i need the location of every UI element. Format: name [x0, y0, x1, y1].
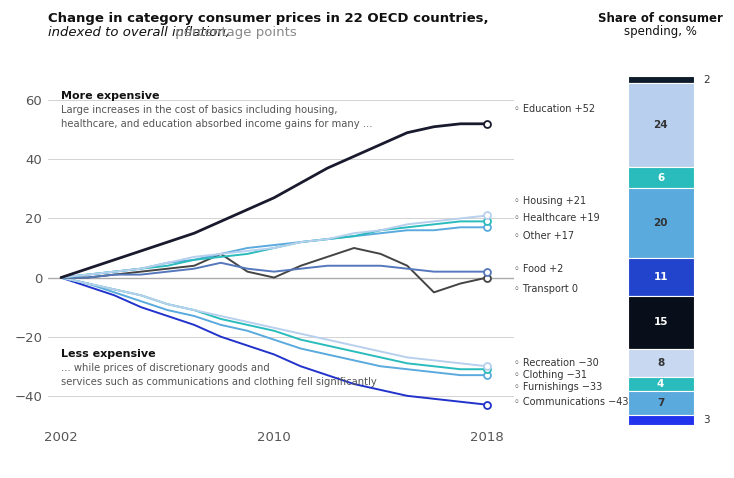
Text: ◦ Furnishings −33: ◦ Furnishings −33 [514, 382, 602, 392]
Text: Less expensive: Less expensive [61, 348, 156, 358]
Text: ◦ Housing +21: ◦ Housing +21 [514, 196, 586, 206]
FancyBboxPatch shape [628, 258, 694, 296]
Text: indexed to overall inflation,: indexed to overall inflation, [48, 26, 230, 39]
FancyBboxPatch shape [628, 76, 694, 84]
Text: 2: 2 [703, 75, 711, 85]
Text: ◦ Recreation −30: ◦ Recreation −30 [514, 358, 598, 369]
FancyBboxPatch shape [628, 391, 694, 415]
Text: 3: 3 [703, 415, 711, 425]
Text: 20: 20 [653, 218, 668, 228]
Text: ◦ Communications −43: ◦ Communications −43 [514, 397, 628, 407]
FancyBboxPatch shape [628, 296, 694, 348]
Text: Large increases in the cost of basics including housing,
healthcare, and educati: Large increases in the cost of basics in… [61, 105, 373, 129]
Text: Change in category consumer prices in 22 OECD countries,: Change in category consumer prices in 22… [48, 12, 488, 25]
Text: 15: 15 [653, 317, 668, 327]
Text: 8: 8 [657, 358, 664, 368]
FancyBboxPatch shape [628, 377, 694, 391]
Text: ◦ Education +52: ◦ Education +52 [514, 104, 595, 114]
FancyBboxPatch shape [628, 84, 694, 167]
Text: ◦ Other +17: ◦ Other +17 [514, 231, 574, 241]
Text: percentage points: percentage points [171, 26, 297, 39]
Text: ... while prices of discretionary goods and
services such as communications and : ... while prices of discretionary goods … [61, 363, 377, 387]
FancyBboxPatch shape [628, 415, 694, 425]
Text: ◦ Healthcare +19: ◦ Healthcare +19 [514, 213, 600, 223]
Text: 7: 7 [657, 398, 664, 408]
FancyBboxPatch shape [628, 188, 694, 258]
Text: spending, %: spending, % [624, 25, 697, 38]
Text: More expensive: More expensive [61, 91, 159, 101]
FancyBboxPatch shape [628, 348, 694, 377]
FancyBboxPatch shape [628, 167, 694, 188]
Text: ◦ Transport 0: ◦ Transport 0 [514, 284, 578, 294]
Text: ◦ Food +2: ◦ Food +2 [514, 264, 563, 274]
Text: 4: 4 [657, 379, 664, 389]
Text: 24: 24 [653, 120, 668, 130]
Text: ◦ Clothing −31: ◦ Clothing −31 [514, 370, 586, 380]
Text: 11: 11 [653, 272, 668, 282]
Text: Share of consumer: Share of consumer [598, 12, 723, 25]
Text: 6: 6 [657, 173, 664, 183]
